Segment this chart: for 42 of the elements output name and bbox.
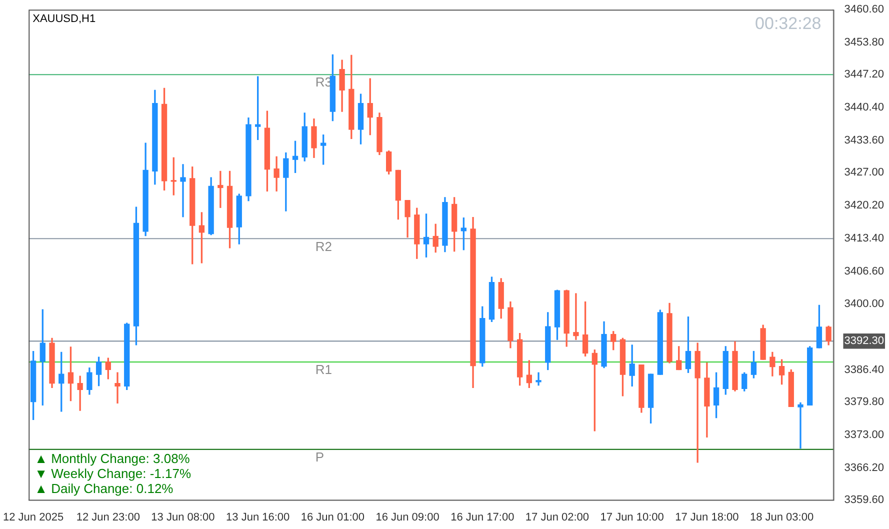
x-tick-label: 17 Jun 18:00 bbox=[675, 511, 739, 524]
annotation: ▼ Weekly Change: -1.17% bbox=[34, 466, 192, 481]
x-tick-label: 12 Jun 23:00 bbox=[76, 511, 140, 524]
x-tick-label: 18 Jun 03:00 bbox=[750, 511, 814, 524]
y-tick-label: 3400.00 bbox=[844, 298, 884, 310]
annotation: ▲ Monthly Change: 3.08% bbox=[34, 450, 190, 466]
candlestick bbox=[536, 372, 542, 386]
y-tick-label: 3427.00 bbox=[844, 166, 884, 179]
ref-line-label: R2 bbox=[315, 238, 332, 254]
ref-line-label: R1 bbox=[315, 362, 332, 378]
x-tick-label: 16 Jun 01:00 bbox=[300, 511, 365, 524]
y-tick-label: 3366.20 bbox=[844, 462, 884, 474]
x-tick-label: 16 Jun 09:00 bbox=[376, 511, 440, 524]
candlestick bbox=[114, 372, 120, 404]
y-tick-label: 3373.00 bbox=[844, 428, 884, 441]
candlestick bbox=[798, 402, 804, 449]
candlestick bbox=[694, 342, 700, 463]
y-tick-label: 3413.40 bbox=[844, 232, 884, 245]
chart-title: XAUUSD,H1 bbox=[32, 13, 96, 26]
y-tick-label: 3379.80 bbox=[844, 396, 884, 408]
y-tick-label: 3460.60 bbox=[844, 4, 884, 16]
y-tick-label: 3359.60 bbox=[844, 494, 884, 506]
y-tick-label: 3447.20 bbox=[844, 68, 884, 81]
x-tick-label: 13 Jun 16:00 bbox=[226, 511, 290, 524]
ref-line-label: P bbox=[315, 449, 324, 464]
candlestick bbox=[573, 293, 579, 340]
annotation: ▲ Daily Change: 0.12% bbox=[34, 480, 174, 496]
y-tick-label: 3386.40 bbox=[844, 364, 884, 376]
y-tick-label: 3440.40 bbox=[844, 102, 884, 114]
y-tick-label: 3453.80 bbox=[844, 36, 884, 49]
x-tick-label: 17 Jun 02:00 bbox=[525, 511, 590, 524]
y-tick-label: 3392.30 bbox=[844, 335, 884, 348]
candlestick bbox=[218, 170, 224, 208]
candlestick bbox=[180, 164, 186, 218]
x-tick-label: 12 Jun 2025 bbox=[3, 511, 64, 524]
x-tick-label: 17 Jun 10:00 bbox=[600, 511, 664, 524]
y-tick-label: 3433.60 bbox=[844, 134, 884, 147]
annotation: 00:32:28 bbox=[755, 14, 822, 33]
x-tick-label: 16 Jun 17:00 bbox=[450, 511, 514, 524]
y-tick-label: 3420.20 bbox=[844, 200, 884, 212]
y-tick-label: 3406.60 bbox=[844, 266, 884, 278]
x-tick-label: 13 Jun 08:00 bbox=[151, 511, 215, 524]
